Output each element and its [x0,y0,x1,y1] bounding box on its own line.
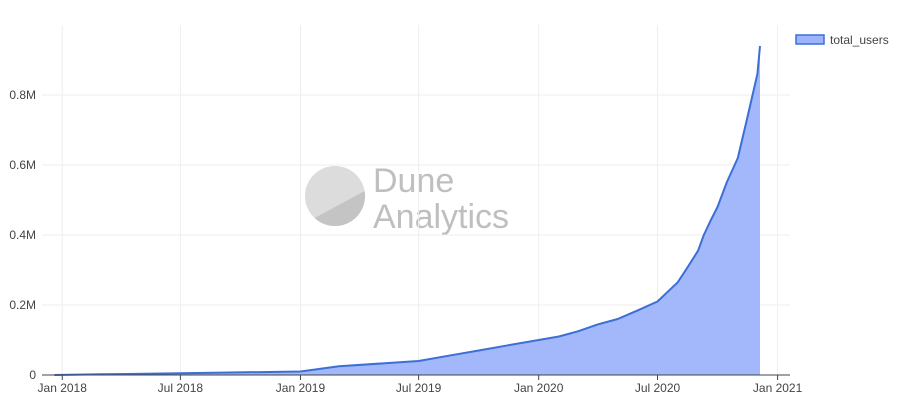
series-area-layer [54,45,761,376]
x-tick-label: Jan 2019 [276,381,326,395]
x-tick-label: Jul 2019 [396,381,442,395]
series-area-fill [54,46,760,375]
legend[interactable]: total_users [795,33,889,47]
y-tick-label: 0.2M [9,298,36,312]
y-tick-label: 0 [29,368,36,382]
y-tick-label: 0.8M [9,88,36,102]
x-tick-label: Jul 2018 [158,381,204,395]
watermark-text-line2: Analytics [373,198,509,236]
y-tick-label: 0.4M [9,228,36,242]
x-tick-label: Jul 2020 [635,381,681,395]
legend-label[interactable]: total_users [830,33,889,47]
x-tick-label: Jan 2020 [514,381,564,395]
watermark-circle-shade [305,188,365,226]
x-tick-label: Jan 2021 [753,381,803,395]
legend-swatch[interactable] [795,34,825,45]
watermark-text-line1: Dune [373,162,454,200]
grid-lines [42,25,790,375]
series-line[interactable] [54,45,761,376]
y-tick-label: 0.6M [9,158,36,172]
x-tick-label: Jan 2018 [38,381,88,395]
watermark-logo: Dune Analytics [305,162,509,236]
axes: Jan 2018 Jul 2018 Jan 2019 Jul 2019 Jan 2020… [9,88,802,395]
